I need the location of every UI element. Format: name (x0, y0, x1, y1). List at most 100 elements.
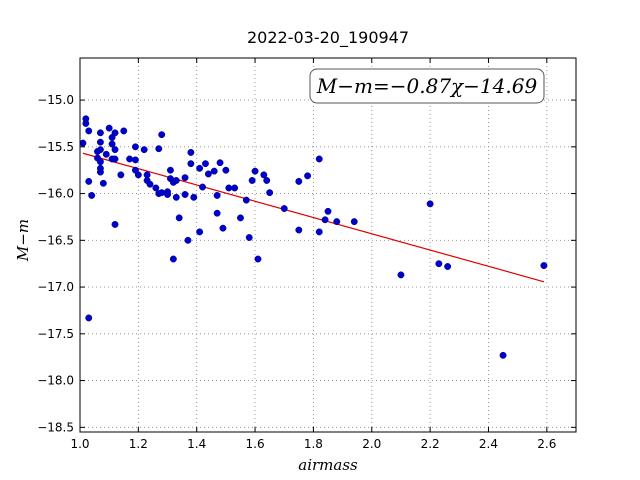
data-point (146, 180, 154, 188)
data-point (204, 170, 212, 178)
data-point (108, 140, 116, 148)
data-point (231, 184, 239, 192)
data-point (152, 184, 160, 192)
data-point (99, 179, 107, 187)
data-point (304, 172, 312, 180)
data-point (181, 174, 189, 182)
x-tick-label: 2.6 (537, 437, 556, 451)
data-point (190, 193, 198, 201)
x-tick-label: 1.8 (304, 437, 323, 451)
data-points (79, 115, 548, 359)
data-point (96, 138, 104, 146)
x-tick-label: 2.4 (479, 437, 498, 451)
data-point (295, 177, 303, 185)
data-point (280, 205, 288, 212)
data-point (196, 164, 204, 172)
data-point (85, 177, 93, 185)
x-tick-label: 2.0 (362, 437, 381, 451)
data-point (435, 260, 443, 268)
data-point (333, 218, 341, 226)
data-point (397, 271, 405, 279)
data-point (82, 115, 90, 123)
data-point (540, 262, 548, 270)
data-point (131, 143, 139, 151)
data-point (245, 234, 253, 241)
data-point (321, 216, 329, 224)
y-tick-label: −15.5 (37, 140, 74, 154)
data-point (111, 220, 119, 228)
data-point (225, 184, 233, 192)
data-point (251, 167, 259, 175)
data-point (102, 150, 110, 158)
data-point (210, 167, 218, 175)
data-point (172, 177, 180, 184)
annotation-box (309, 68, 545, 104)
data-point (315, 228, 323, 236)
data-point (315, 155, 323, 163)
data-point (295, 226, 303, 234)
data-point (96, 146, 104, 154)
data-point (164, 191, 171, 198)
y-tick-label: −15.0 (37, 93, 74, 107)
data-point (126, 155, 134, 163)
data-point (111, 155, 119, 163)
data-point (216, 159, 224, 167)
data-point (187, 160, 195, 168)
data-point (111, 129, 119, 137)
data-point (85, 314, 93, 322)
x-tick-label: 1.6 (246, 437, 265, 451)
data-point (169, 255, 177, 263)
fit-equation-text: M−m=−0.87χ−14.69 (316, 74, 538, 98)
y-tick-label: −18.0 (37, 374, 74, 388)
data-point (134, 171, 142, 179)
data-point (219, 224, 227, 232)
data-point (184, 236, 192, 244)
data-point (181, 191, 189, 198)
y-tick-label: −17.5 (37, 327, 74, 341)
data-point (187, 148, 195, 156)
data-point (175, 214, 183, 222)
data-point (266, 189, 274, 197)
data-point (248, 177, 256, 184)
data-point (155, 145, 163, 153)
fit-line (82, 152, 545, 283)
data-point (242, 196, 250, 204)
x-tick-label: 1.4 (187, 437, 206, 451)
data-point (111, 146, 119, 154)
data-point (324, 207, 332, 215)
data-point (140, 146, 148, 154)
data-point (117, 171, 125, 179)
data-point (158, 189, 166, 197)
fit-equation-box: M−m=−0.87χ−14.69 (309, 68, 545, 104)
x-tick-label: 1.0 (70, 437, 89, 451)
y-tick-label: −18.5 (37, 420, 74, 434)
plot-frame (79, 57, 577, 433)
data-point (79, 139, 87, 147)
data-point (263, 177, 271, 184)
y-tick-label: −17.0 (37, 280, 74, 294)
y-tick-label: −16.5 (37, 233, 74, 247)
data-point (213, 191, 221, 199)
x-tick-label: 2.2 (421, 437, 440, 451)
data-point (166, 166, 174, 174)
data-point (85, 127, 93, 135)
data-point (213, 209, 221, 217)
x-axis-label: airmass (298, 456, 358, 474)
data-point (196, 228, 204, 236)
y-axis-label: M−m (14, 219, 32, 262)
data-point (105, 124, 113, 132)
data-point (426, 200, 434, 208)
data-point (96, 129, 104, 137)
data-point (158, 131, 166, 139)
data-point (172, 193, 180, 201)
data-point (96, 168, 104, 176)
data-point (202, 160, 209, 168)
data-point (254, 255, 262, 263)
fit-line-layer (82, 152, 545, 283)
axis-ticks: 1.0 1.2 1.4 1.6 1.8 2.0 2.2 2.4 2.6 −15.0 −15.5 −16… (37, 58, 576, 451)
data-point (222, 166, 230, 174)
data-point (88, 191, 96, 199)
data-point (260, 171, 268, 179)
x-tick-label: 1.2 (129, 437, 148, 451)
data-point (350, 218, 358, 226)
